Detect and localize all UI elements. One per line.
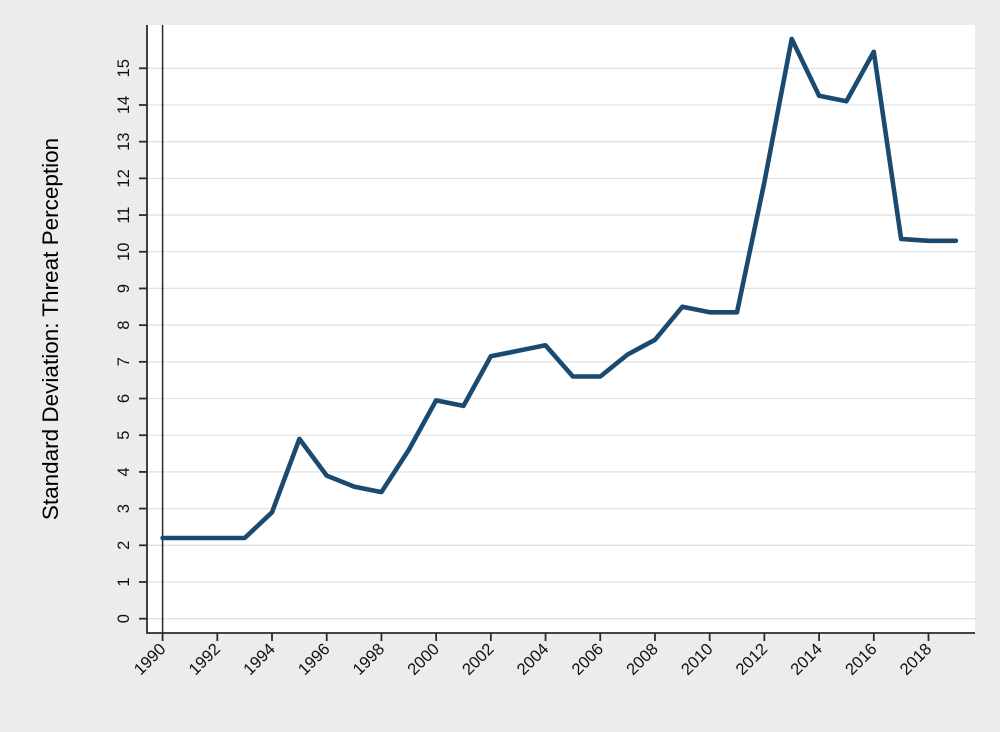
y-tick-label: 0 — [115, 614, 133, 623]
y-tick-label: 15 — [115, 59, 133, 77]
y-tick-label: 8 — [115, 321, 133, 330]
axes-frame — [146, 25, 975, 634]
y-tick-label: 1 — [115, 577, 133, 586]
y-tick-label: 2 — [115, 541, 133, 550]
y-tick-label: 12 — [115, 169, 133, 187]
y-tick-label: 9 — [115, 284, 133, 293]
y-tick-label: 11 — [115, 207, 133, 224]
y-tick-label: 6 — [115, 394, 133, 403]
y-tick-label: 14 — [115, 96, 133, 114]
y-tick-label: 13 — [115, 133, 133, 151]
y-tick-label: 4 — [115, 467, 133, 476]
y-axis-title: Standard Deviation: Threat Perception — [38, 138, 63, 520]
data-line-threat-perception-sd — [160, 36, 959, 541]
y-tick-label: 10 — [115, 243, 133, 261]
y-tick-label: 5 — [115, 431, 133, 440]
y-gridlines — [148, 67, 975, 620]
y-tick-label: 3 — [115, 504, 133, 513]
plot-area — [147, 25, 975, 633]
y-tick-label: 7 — [115, 357, 133, 366]
